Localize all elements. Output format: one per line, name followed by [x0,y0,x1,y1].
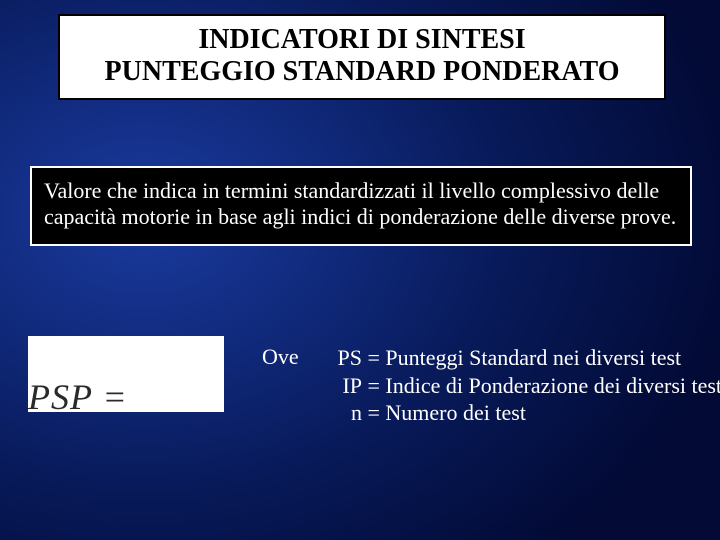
legend-row-n: n = Numero dei test [330,399,720,427]
legend-key-n: n [330,399,362,427]
legend-sep-ps: = [368,345,380,370]
formula-text: PSP = [28,376,224,418]
legend-row-ps: PS = Punteggi Standard nei diversi test [330,344,720,372]
legend-key-ip: IP [330,372,362,400]
legend-sep-ip: = [368,373,380,398]
description-box: Valore che indica in termini standardizz… [30,166,692,246]
title-line-2: PUNTEGGIO STANDARD PONDERATO [70,56,654,88]
description-text: Valore che indica in termini standardizz… [44,178,678,230]
legend-text-ip: Indice di Ponderazione dei diversi test [385,373,720,398]
title-box: INDICATORI DI SINTESI PUNTEGGIO STANDARD… [58,14,666,100]
title-line-1: INDICATORI DI SINTESI [70,24,654,56]
legend-row-ip: IP = Indice di Ponderazione dei diversi … [330,372,720,400]
legend-sep-n: = [368,400,380,425]
ove-label: Ove [262,344,299,370]
formula-image: PSP = [28,336,224,412]
legend: PS = Punteggi Standard nei diversi test … [330,344,720,427]
slide: INDICATORI DI SINTESI PUNTEGGIO STANDARD… [0,0,720,540]
legend-text-n: Numero dei test [385,400,526,425]
legend-key-ps: PS [330,344,362,372]
legend-text-ps: Punteggi Standard nei diversi test [385,345,681,370]
